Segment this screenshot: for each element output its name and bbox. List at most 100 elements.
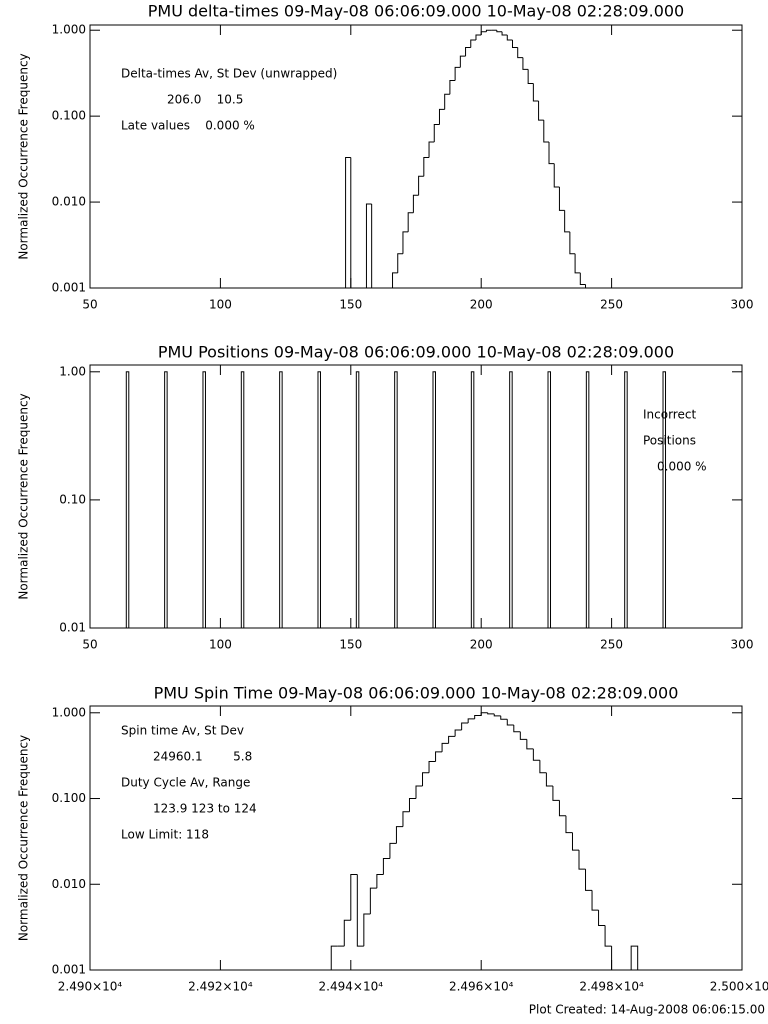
- histogram-bin: [500, 715, 508, 720]
- histogram-bin: [392, 272, 398, 288]
- panel: PMU delta-times 09-May-08 06:06:09.000 1…: [17, 2, 754, 312]
- y-axis-label: Normalized Occurrence Frequency: [17, 53, 31, 259]
- x-tick-label: 250: [600, 638, 623, 652]
- plot-frame: [89, 364, 743, 629]
- x-tick-label: 2.498×10⁴: [579, 980, 644, 994]
- histogram-bin: [506, 34, 513, 41]
- spike: [470, 371, 475, 629]
- histogram-bin: [350, 873, 358, 921]
- histogram-bin: [438, 108, 445, 125]
- histogram-bin: [485, 29, 492, 32]
- x-tick-label: 150: [339, 638, 362, 652]
- y-tick-label: 1.000: [52, 705, 86, 719]
- histogram-bin: [428, 141, 435, 158]
- histogram-bin: [465, 46, 471, 57]
- histogram-bin: [538, 101, 544, 121]
- y-axis-label: Normalized Occurrence Frequency: [17, 735, 31, 941]
- spike: [547, 371, 552, 629]
- histogram-bin: [428, 761, 436, 773]
- histogram-bin: [407, 212, 414, 232]
- histogram-bin: [371, 203, 377, 289]
- histogram-bin: [558, 800, 566, 817]
- plot-frame: [89, 705, 743, 971]
- spike: [125, 371, 130, 629]
- histogram-bin: [585, 284, 591, 289]
- x-tick-label: 200: [470, 638, 493, 652]
- histogram-bin: [513, 725, 521, 733]
- x-tick-label: 2.494×10⁴: [319, 980, 384, 994]
- histogram-bin: [461, 722, 469, 730]
- histogram-bin: [343, 919, 351, 947]
- histogram-bin: [435, 751, 443, 762]
- histogram-bin: [441, 742, 449, 752]
- y-tick-label: 0.100: [52, 791, 86, 805]
- histogram-bin: [545, 772, 553, 787]
- histogram-bin: [376, 873, 384, 889]
- annotation: Duty Cycle Av, Range: [121, 776, 250, 790]
- histogram-bin: [574, 253, 581, 274]
- spike: [624, 371, 628, 629]
- annotation: Delta-times Av, St Dev (unwrapped): [121, 67, 337, 81]
- histogram-bin: [611, 946, 619, 971]
- histogram-bin: [579, 272, 586, 285]
- histogram-bin: [412, 194, 419, 213]
- histogram-bin: [511, 39, 518, 48]
- spike: [355, 371, 360, 629]
- histogram-bin: [365, 203, 372, 288]
- histogram-bin: [444, 93, 450, 110]
- histogram-bin: [532, 748, 540, 761]
- histogram-bin: [454, 66, 461, 81]
- histogram-bin: [474, 714, 482, 719]
- histogram-bin: [448, 735, 456, 744]
- histogram-bin: [487, 712, 495, 715]
- annotation: Low Limit: 118: [121, 828, 209, 842]
- spike: [394, 371, 398, 629]
- histogram-bin: [526, 739, 534, 750]
- histogram-bin: [389, 842, 397, 859]
- y-tick-label: 0.010: [52, 195, 86, 209]
- histogram-bin: [397, 253, 403, 273]
- y-tick-label: 0.01: [59, 621, 86, 635]
- x-tick-label: 300: [731, 298, 754, 312]
- x-tick-label: 50: [82, 638, 97, 652]
- x-tick-label: 50: [82, 298, 97, 312]
- histogram-bin: [539, 760, 547, 774]
- panel: PMU Positions 09-May-08 06:06:09.000 10-…: [17, 343, 754, 652]
- histogram-bin: [604, 925, 612, 947]
- histogram-bin: [418, 175, 424, 196]
- histogram-bin: [369, 887, 377, 914]
- spike: [164, 371, 168, 629]
- annotation: 123.9 123 to 124: [153, 802, 257, 816]
- histogram-bin: [356, 874, 364, 947]
- spike: [317, 371, 321, 629]
- x-tick-label: 100: [209, 638, 232, 652]
- histogram-bin: [591, 890, 599, 911]
- histogram-bin: [501, 31, 508, 36]
- y-tick-label: 1.00: [59, 364, 86, 378]
- histogram-bin: [402, 811, 410, 827]
- y-tick-label: 0.001: [52, 963, 86, 977]
- histogram-bin: [395, 826, 403, 844]
- histogram-bin: [496, 30, 503, 33]
- x-tick-label: 200: [470, 298, 493, 312]
- histogram-bin: [350, 157, 357, 289]
- histogram-bin: [363, 913, 371, 947]
- y-axis-label: Normalized Occurrence Frequency: [17, 393, 31, 599]
- histogram-bin: [569, 231, 576, 255]
- histogram-bin: [564, 210, 570, 233]
- histogram-bin: [506, 719, 514, 726]
- y-tick-label: 0.001: [52, 281, 86, 295]
- histogram-bin: [402, 231, 409, 254]
- histogram-bin: [543, 120, 550, 143]
- plot-frame: [89, 24, 743, 289]
- histogram-bin: [382, 857, 390, 875]
- y-tick-label: 0.10: [59, 492, 86, 506]
- spike: [509, 371, 513, 629]
- histogram-bin: [433, 123, 440, 143]
- panel: PMU Spin Time 09-May-08 06:06:09.000 10-…: [17, 684, 768, 994]
- histogram-bin: [519, 731, 527, 740]
- x-tick-label: 2.500×10⁴: [710, 980, 768, 994]
- spike: [202, 371, 206, 629]
